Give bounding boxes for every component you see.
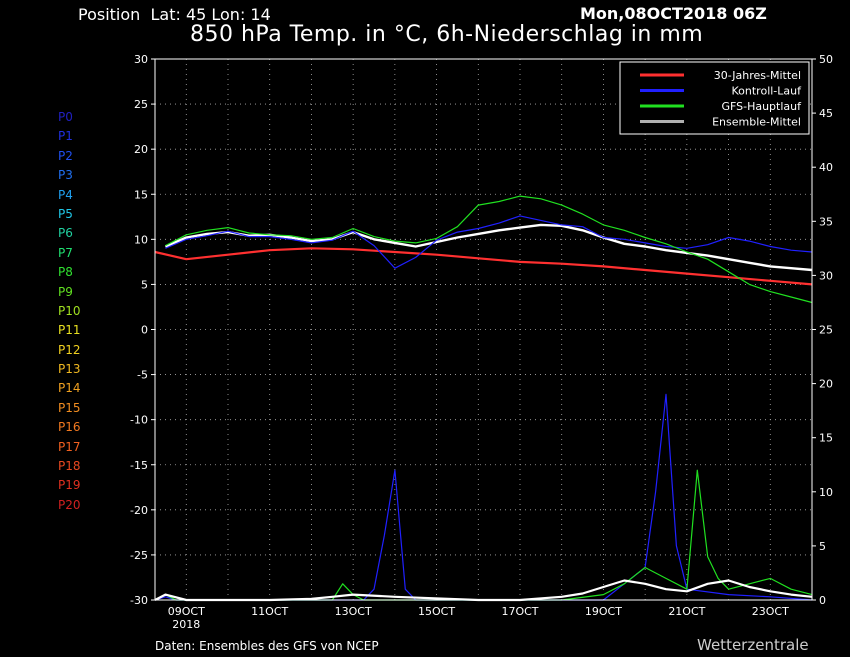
- series-line-0: [154, 247, 813, 286]
- member-label-p10: P10: [58, 303, 81, 318]
- x-tick-label: 21OCT: [668, 605, 705, 618]
- member-label-p12: P12: [58, 342, 81, 357]
- legend: 30-Jahres-Mittel Kontroll-Lauf GFS-Hauptla…: [619, 61, 810, 135]
- member-label-p19: P19: [58, 478, 81, 493]
- x-tick-sublabel: 2018: [172, 618, 200, 631]
- legend-label: Ensemble-Mittel: [712, 116, 801, 129]
- member-label-p2: P2: [58, 148, 73, 163]
- y-left-tick-label: 5: [141, 278, 148, 291]
- chart-title: 850 hPa Temp. in °C, 6h-Niederschlag in …: [190, 22, 704, 47]
- y-right-tick-label: 40: [819, 161, 833, 174]
- x-tick-label: 13OCT: [335, 605, 372, 618]
- data-source-note: Daten: Ensembles des GFS von NCEP: [155, 639, 379, 653]
- legend-label: 30-Jahres-Mittel: [714, 69, 801, 82]
- member-label-p16: P16: [58, 420, 81, 435]
- member-label-p13: P13: [58, 362, 81, 377]
- plot-frame: [154, 58, 813, 601]
- member-label-p15: P15: [58, 400, 81, 415]
- x-tick-label: 09OCT: [168, 605, 205, 618]
- y-left-tick-label: 25: [134, 98, 148, 111]
- series-line-3: [165, 195, 813, 304]
- member-label-p3: P3: [58, 168, 73, 183]
- series-line-6: [154, 579, 813, 602]
- member-label-p4: P4: [58, 187, 73, 202]
- y-right-tick-label: 10: [819, 486, 833, 499]
- member-label-p8: P8: [58, 265, 73, 280]
- y-right-tick-label: 20: [819, 378, 833, 391]
- x-tick-label: 23OCT: [752, 605, 789, 618]
- legend-label: GFS-Hauptlauf: [721, 100, 802, 113]
- y-right-tick-label: 30: [819, 269, 833, 282]
- y-left-tick-label: -10: [130, 414, 148, 427]
- y-right-tick-label: 0: [819, 594, 826, 607]
- grid: [155, 59, 813, 600]
- member-label-p11: P11: [58, 323, 81, 338]
- x-tick-label: 11OCT: [251, 605, 288, 618]
- member-label-p9: P9: [58, 284, 73, 299]
- member-label-p14: P14: [58, 381, 81, 396]
- member-label-p18: P18: [58, 459, 81, 474]
- x-tick-label: 17OCT: [501, 605, 538, 618]
- member-label-p5: P5: [58, 206, 73, 221]
- y-left-tick-label: -30: [130, 594, 148, 607]
- x-tick-label: 19OCT: [585, 605, 622, 618]
- legend-label: Kontroll-Lauf: [732, 85, 803, 98]
- y-right-tick-label: 5: [819, 540, 826, 553]
- member-label-p0: P0: [58, 110, 73, 124]
- y-left-tick-label: -5: [137, 369, 148, 382]
- y-left-tick-label: -25: [130, 549, 148, 562]
- brand-label: Wetterzentrale: [697, 636, 809, 654]
- member-list: P0 P1 P2 P3 P4 P5 P6 P7 P8 P9 P10 P11 P12 P13 P14 P15 P1…: [58, 108, 81, 515]
- series-group: [154, 195, 813, 602]
- x-tick-label: 15OCT: [418, 605, 455, 618]
- y-right-tick-label: 25: [819, 324, 833, 337]
- y-left-tick-label: 0: [141, 324, 148, 337]
- member-label-p17: P17: [58, 439, 81, 454]
- y-right-tick-label: 45: [819, 107, 833, 120]
- y-left-tick-label: 20: [134, 143, 148, 156]
- position-label: Position Lat: 45 Lon: 14: [78, 5, 271, 24]
- y-left-tick-label: 15: [134, 188, 148, 201]
- member-label-p1: P1: [58, 129, 73, 144]
- series-line-5: [154, 469, 813, 601]
- series-line-2: [165, 215, 813, 269]
- member-label-p6: P6: [58, 226, 73, 241]
- y-left-tick-label: -15: [130, 459, 148, 472]
- y-left-tick-label: 30: [134, 53, 148, 66]
- date-label: Mon,08OCT2018 06Z: [580, 4, 767, 23]
- y-left-axis: 30 25 20 15 10 5 0 -5 -10 -15 -20 -25 -30: [130, 53, 155, 607]
- y-left-tick-label: -20: [130, 504, 148, 517]
- y-right-tick-label: 35: [819, 215, 833, 228]
- y-right-tick-label: 50: [819, 53, 833, 66]
- member-label-p20: P20: [58, 497, 81, 512]
- member-label-p7: P7: [58, 245, 73, 260]
- y-right-tick-label: 15: [819, 432, 833, 445]
- y-left-tick-label: 10: [134, 233, 148, 246]
